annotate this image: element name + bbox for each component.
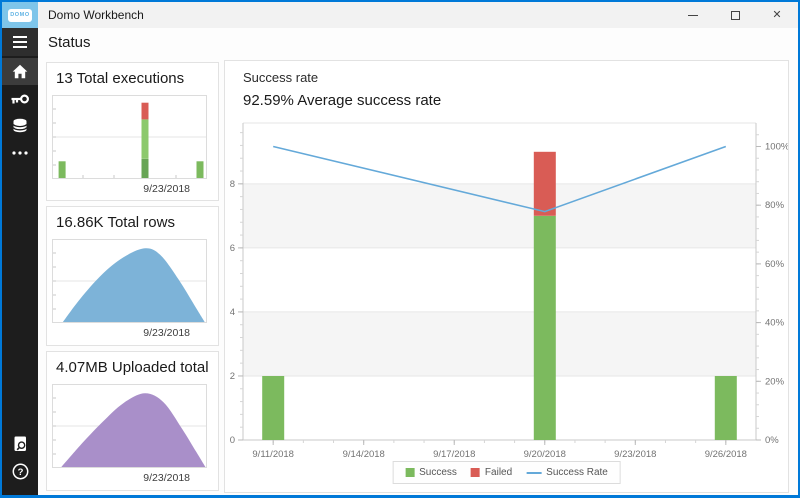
legend-label: Success (419, 467, 457, 478)
minimize-icon (688, 14, 698, 16)
maximize-button[interactable] (714, 2, 756, 28)
svg-text:?: ? (17, 467, 23, 478)
spark-bar-segment (58, 161, 66, 178)
content-area: Status 13 Total executions 9/23/2018 16.… (38, 28, 798, 495)
ellipsis-icon (12, 150, 28, 155)
right-axis-label: 60% (765, 259, 785, 270)
log-search-icon (14, 436, 26, 451)
spark-bar-segment (141, 102, 149, 120)
sidebar-item-home[interactable] (2, 58, 38, 85)
window-controls: ✕ (672, 2, 798, 28)
sidebar-item-help[interactable]: ? (2, 458, 38, 485)
failed-swatch-icon (470, 468, 480, 477)
spark-area (62, 248, 205, 322)
success-rate-line-icon (526, 471, 542, 474)
card-uploaded-total: 4.07MB Uploaded total 9/23/2018 (46, 351, 219, 491)
domo-logo-icon: DOMO (2, 2, 38, 28)
x-axis-label: 9/20/2018 (524, 449, 566, 460)
card-title: 13 Total executions (56, 70, 185, 87)
x-axis-label: 9/14/2018 (343, 449, 385, 460)
sidebar-item-datasets[interactable] (2, 112, 38, 139)
success-swatch-icon (405, 468, 415, 477)
sidebar-item-credentials[interactable] (2, 85, 38, 112)
plot-band (243, 183, 756, 248)
hamburger-menu-button[interactable] (2, 28, 38, 56)
success-rate-line (273, 145, 727, 213)
domo-logo-badge: DOMO (8, 8, 32, 22)
x-axis-label: 9/11/2018 (252, 449, 294, 460)
sidebar-item-logs[interactable] (2, 431, 38, 458)
minimize-button[interactable] (672, 2, 714, 28)
sidebar: ? (2, 28, 38, 495)
sidebar-bottom: ? (2, 431, 38, 485)
maximize-icon (730, 10, 740, 20)
right-axis-label: 20% (765, 376, 785, 387)
key-icon (11, 93, 30, 104)
hamburger-icon (13, 36, 27, 48)
right-axis-label: 40% (765, 318, 785, 329)
left-axis-label: 4 (230, 307, 235, 318)
uploaded-sparkline-chart (52, 384, 207, 468)
sidebar-item-more[interactable] (2, 139, 38, 166)
chart-subtitle: 92.59% Average success rate (243, 92, 442, 109)
window-title: Domo Workbench (48, 8, 144, 22)
failed-bar (533, 151, 556, 216)
rows-sparkline-chart (52, 239, 207, 323)
spark-date-label: 9/23/2018 (143, 183, 190, 195)
legend-label: Success Rate (546, 467, 608, 478)
spark-date-label: 9/23/2018 (143, 472, 190, 484)
right-axis-label: 100% (765, 141, 788, 152)
success-bar (262, 376, 285, 440)
x-axis-label: 9/23/2018 (614, 449, 656, 460)
home-icon (12, 64, 28, 79)
left-axis-label: 2 (230, 371, 235, 382)
card-total-executions: 13 Total executions 9/23/2018 (46, 62, 219, 201)
legend-item-success: Success (405, 467, 457, 478)
executions-sparkline-chart (52, 95, 207, 179)
spark-area (61, 393, 206, 467)
close-icon: ✕ (772, 8, 782, 21)
right-axis-label: 80% (765, 200, 785, 211)
titlebar: DOMO Domo Workbench ✕ (2, 2, 798, 28)
spark-bar-segment (141, 119, 149, 159)
plot-band (243, 311, 756, 376)
chart-legend: Success Failed Success Rate (392, 461, 621, 484)
x-axis-label: 9/26/2018 (705, 449, 747, 460)
left-axis-label: 0 (230, 435, 235, 446)
card-total-rows: 16.86K Total rows 9/23/2018 (46, 206, 219, 346)
legend-item-failed: Failed (470, 467, 513, 478)
page-title: Status (48, 34, 91, 51)
spark-bar-segment (196, 161, 204, 178)
chart-title: Success rate (243, 70, 319, 85)
close-button[interactable]: ✕ (756, 2, 798, 28)
success-bar (714, 376, 737, 440)
spark-date-label: 9/23/2018 (143, 327, 190, 339)
left-axis-label: 6 (230, 243, 235, 254)
x-axis-label: 9/17/2018 (433, 449, 475, 460)
spark-bar-segment (141, 158, 149, 178)
success-rate-panel: Success rate 92.59% Average success rate… (224, 60, 789, 493)
right-axis-label: 0% (765, 435, 779, 446)
card-title: 4.07MB Uploaded total (56, 359, 209, 376)
legend-label: Failed (484, 467, 513, 478)
help-icon: ? (12, 463, 28, 480)
left-axis-label: 8 (230, 179, 235, 190)
success-bar (533, 215, 556, 440)
database-icon (12, 118, 28, 133)
card-title: 16.86K Total rows (56, 214, 175, 231)
legend-item-success-rate: Success Rate (526, 467, 608, 478)
